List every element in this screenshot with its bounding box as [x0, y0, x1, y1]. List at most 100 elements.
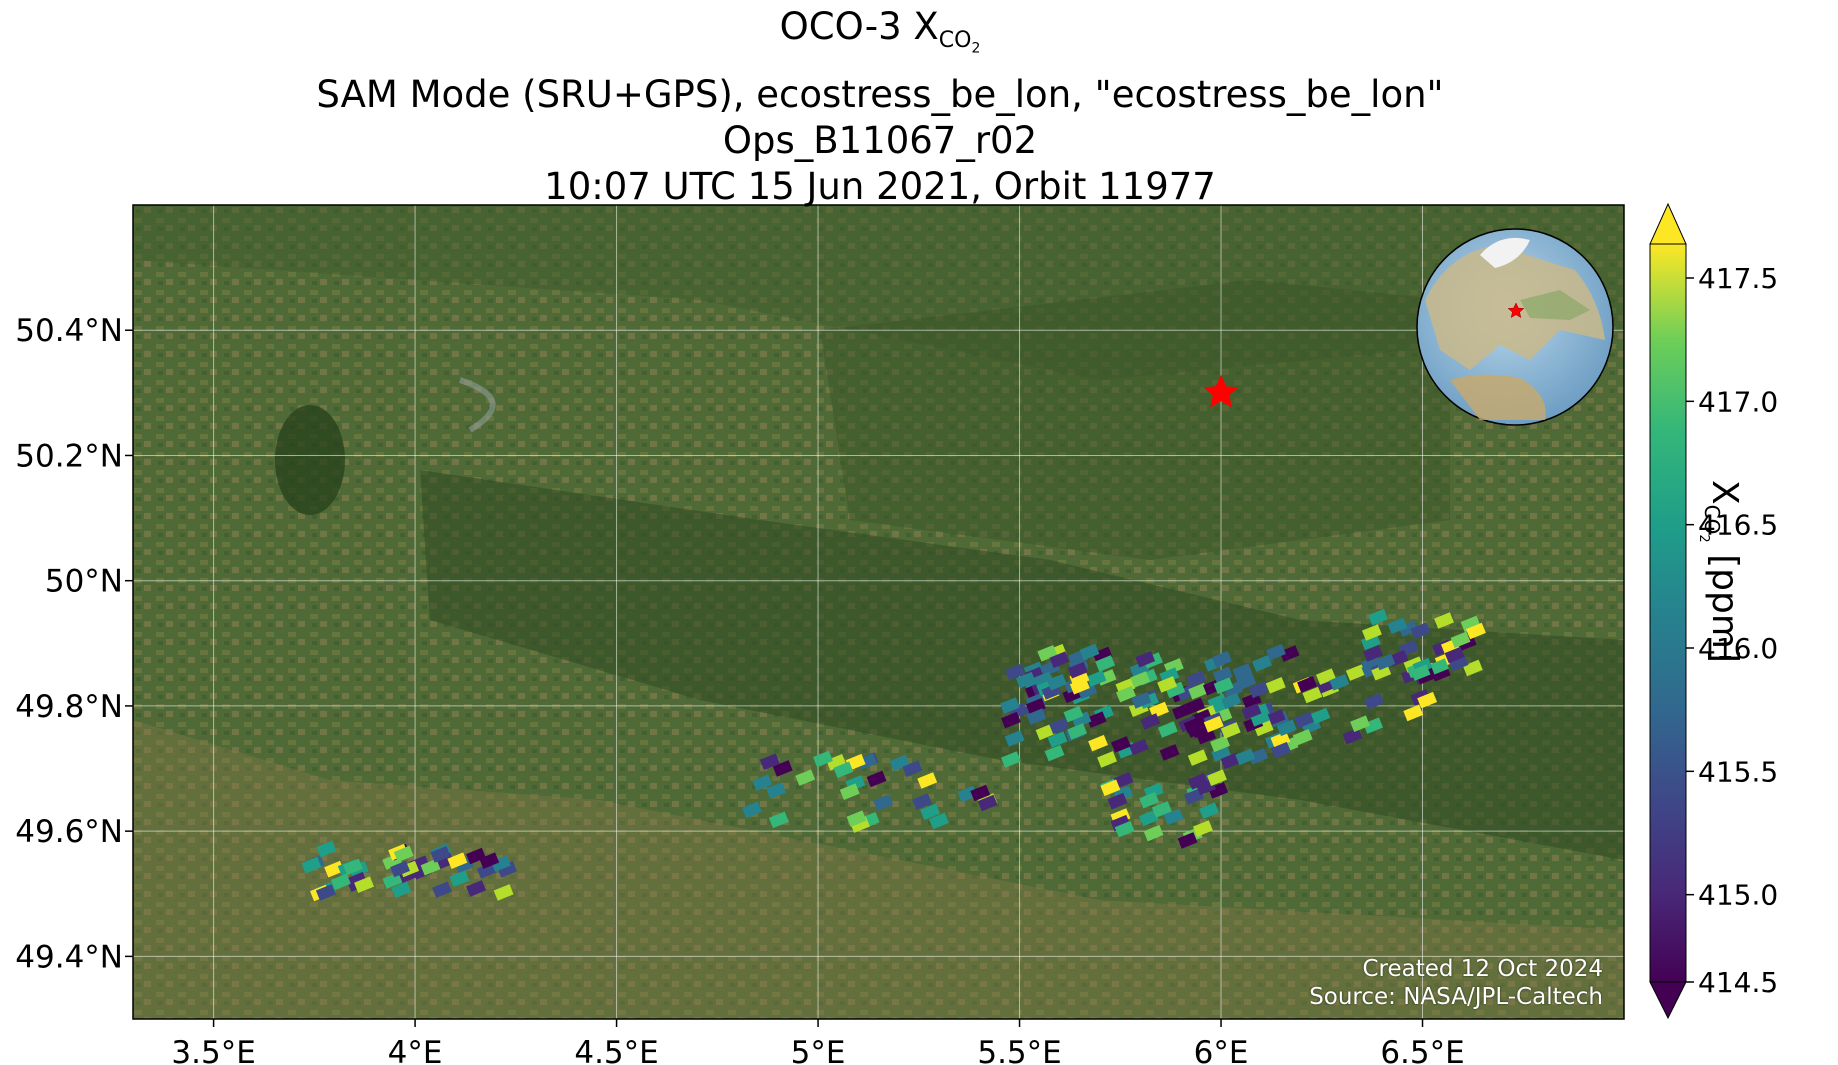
lon-tick-label: 6.5°E: [1380, 1035, 1464, 1065]
sounding-footprint: [1004, 730, 1025, 747]
sounding-footprint: [1071, 711, 1092, 728]
sounding-footprint: [434, 853, 455, 870]
sounding-footprint: [1294, 711, 1315, 729]
sounding-footprint: [1186, 670, 1207, 688]
sounding-footprint: [1107, 792, 1128, 810]
sounding-footprint: [1203, 715, 1224, 733]
sounding-footprint: [1297, 676, 1317, 693]
sounding-footprint: [1100, 779, 1121, 797]
sounding-footprint: [970, 784, 991, 802]
credit-created: Created 12 Oct 2024: [1362, 956, 1603, 982]
sounding-footprint: [839, 783, 860, 800]
sounding-footprint: [1111, 736, 1131, 753]
sounding-footprint: [1077, 682, 1098, 699]
lon-tick-label: 3.5°E: [171, 1035, 255, 1065]
sounding-footprint: [1097, 751, 1117, 768]
title-line-2: SAM Mode (SRU+GPS), ecostress_be_lon, "e…: [316, 72, 1444, 116]
sounding-footprint: [752, 774, 773, 791]
colorbar-tick-label: 415.0: [1698, 879, 1778, 912]
sounding-footprint: [1163, 808, 1184, 826]
sounding-footprint: [447, 852, 468, 869]
sounding-footprint: [1139, 809, 1159, 827]
sounding-footprint: [813, 750, 833, 768]
sounding-footprint: [1037, 645, 1058, 662]
sounding-footprint: [1187, 749, 1208, 766]
lat-tick-label: 49.6°N: [15, 814, 123, 850]
sounding-footprint: [449, 870, 470, 887]
sounding-footprint: [1236, 673, 1257, 690]
sounding-footprint: [1000, 697, 1020, 714]
star-icon: [1507, 302, 1525, 319]
map-frame: [132, 204, 1625, 1020]
lat-tick-label: 50°N: [45, 564, 123, 600]
sounding-footprint: [1371, 663, 1392, 681]
sounding-footprint: [1276, 719, 1297, 737]
sounding-footprint: [316, 840, 337, 858]
sounding-footprint: [1363, 717, 1384, 734]
sounding-footprint: [1199, 802, 1219, 819]
lon-tick-label: 4.5°E: [574, 1035, 658, 1065]
title-line-3: Ops_B11067_r02: [722, 118, 1038, 162]
sounding-footprint: [1302, 686, 1323, 704]
longitude-axis: 3.5°E 4°E 4.5°E 5°E 5.5°E 6°E 6.5°E: [171, 1019, 1465, 1065]
sounding-footprint: [1183, 716, 1204, 734]
lat-tick-label: 50.4°N: [15, 313, 123, 349]
sounding-footprint: [1128, 738, 1149, 756]
sounding-footprint: [902, 760, 923, 777]
sounding-footprint: [1188, 773, 1208, 790]
lat-tick-label: 50.2°N: [15, 438, 123, 474]
sounding-footprint: [1212, 666, 1233, 684]
sounding-footprint: [1113, 771, 1134, 789]
sounding-footprint: [1069, 677, 1090, 695]
sounding-footprint: [1375, 653, 1396, 671]
lat-tick-label: 49.8°N: [15, 689, 123, 725]
sounding-footprint: [493, 884, 514, 901]
sounding-footprint: [1035, 723, 1056, 741]
sounding-footprint: [430, 846, 451, 863]
sounding-footprint: [759, 753, 780, 770]
sounding-footprint: [479, 852, 500, 869]
title-line-1: OCO-3 XCO2: [779, 5, 981, 57]
sounding-footprint: [1079, 643, 1100, 661]
sounding-footprint: [1310, 707, 1331, 725]
sounding-footprint: [846, 810, 867, 827]
sounding-footprint: [1387, 617, 1408, 635]
sounding-footprint: [920, 803, 941, 820]
sounding-footprint: [420, 858, 441, 876]
sounding-footprint: [1157, 676, 1178, 693]
sounding-footprint: [1046, 673, 1067, 691]
sounding-footprint: [795, 769, 816, 786]
sounding-footprint: [1192, 820, 1213, 837]
sounding-footprint: [301, 856, 322, 874]
sounding-footprint: [1429, 658, 1449, 675]
sounding-footprint: [1466, 622, 1486, 640]
sounding-footprint: [491, 855, 511, 872]
latitude-axis: 50.4°N 50.2°N 50°N 49.8°N 49.6°N 49.4°N: [15, 313, 133, 975]
sounding-footprint: [1398, 620, 1419, 637]
xco2-soundings: [301, 608, 1486, 902]
sounding-footprint: [1207, 769, 1227, 786]
sounding-footprint: [1316, 668, 1336, 685]
sounding-footprint: [1114, 820, 1135, 838]
sounding-footprint: [1086, 711, 1107, 728]
sounding-footprint: [1063, 705, 1084, 723]
sounding-footprint: [1165, 681, 1186, 699]
sounding-footprint: [1183, 788, 1204, 805]
sounding-footprint: [1362, 624, 1382, 641]
sounding-footprint: [1049, 717, 1069, 735]
sounding-footprint: [1116, 685, 1136, 703]
sounding-footprint: [917, 772, 938, 789]
sounding-footprint: [1159, 744, 1180, 761]
sounding-footprint: [977, 794, 998, 812]
sounding-footprint: [1450, 631, 1471, 649]
sounding-footprint: [1044, 744, 1065, 762]
sounding-footprint: [1232, 663, 1253, 680]
sounding-footprint: [1213, 677, 1234, 694]
sounding-footprint: [1363, 693, 1384, 710]
sounding-footprint: [957, 785, 978, 803]
sounding-footprint: [1095, 655, 1116, 672]
sounding-footprint: [772, 760, 793, 777]
sounding-footprint: [1005, 663, 1025, 681]
sounding-footprint: [1271, 741, 1291, 759]
satellite-basemap: [133, 205, 1624, 1019]
